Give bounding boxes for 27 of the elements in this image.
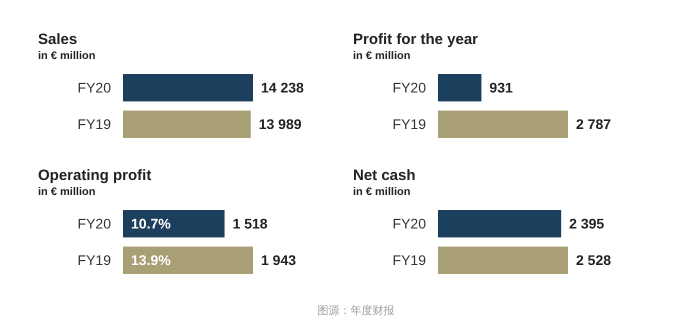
annotation: 10.7% [131, 216, 172, 232]
data-label: 14 238 [261, 80, 304, 96]
chart-subtitle: in € million [38, 186, 96, 198]
chart-subtitle: in € million [353, 50, 411, 62]
data-label: 2 528 [576, 252, 612, 268]
y-tick-label: FY19 [392, 252, 426, 268]
y-tick-label: FY20 [78, 80, 112, 96]
chart-title: Sales [38, 31, 78, 48]
chart-subtitle: in € million [38, 50, 96, 62]
chart-title: Net cash [353, 167, 416, 184]
data-label: 1 943 [261, 252, 296, 268]
chart-title: Profit for the year [353, 31, 478, 48]
y-tick-label: FY20 [392, 80, 426, 96]
data-label: 2 395 [569, 216, 604, 232]
y-tick-label: FY19 [78, 252, 112, 268]
data-label: 931 [489, 80, 513, 96]
y-tick-label: FY20 [392, 216, 426, 232]
chart-title: Operating profit [38, 167, 152, 184]
y-tick-label: FY19 [78, 116, 112, 132]
chart-subtitle: in € million [353, 186, 411, 198]
y-tick-label: FY19 [392, 116, 426, 132]
annotation: 13.9% [131, 252, 172, 268]
data-label: 2 787 [576, 116, 612, 132]
data-label: 13 989 [258, 116, 302, 132]
y-tick-label: FY20 [78, 216, 112, 232]
data-label: 1 518 [232, 216, 268, 232]
text: 图源：年度财报 [318, 304, 394, 317]
